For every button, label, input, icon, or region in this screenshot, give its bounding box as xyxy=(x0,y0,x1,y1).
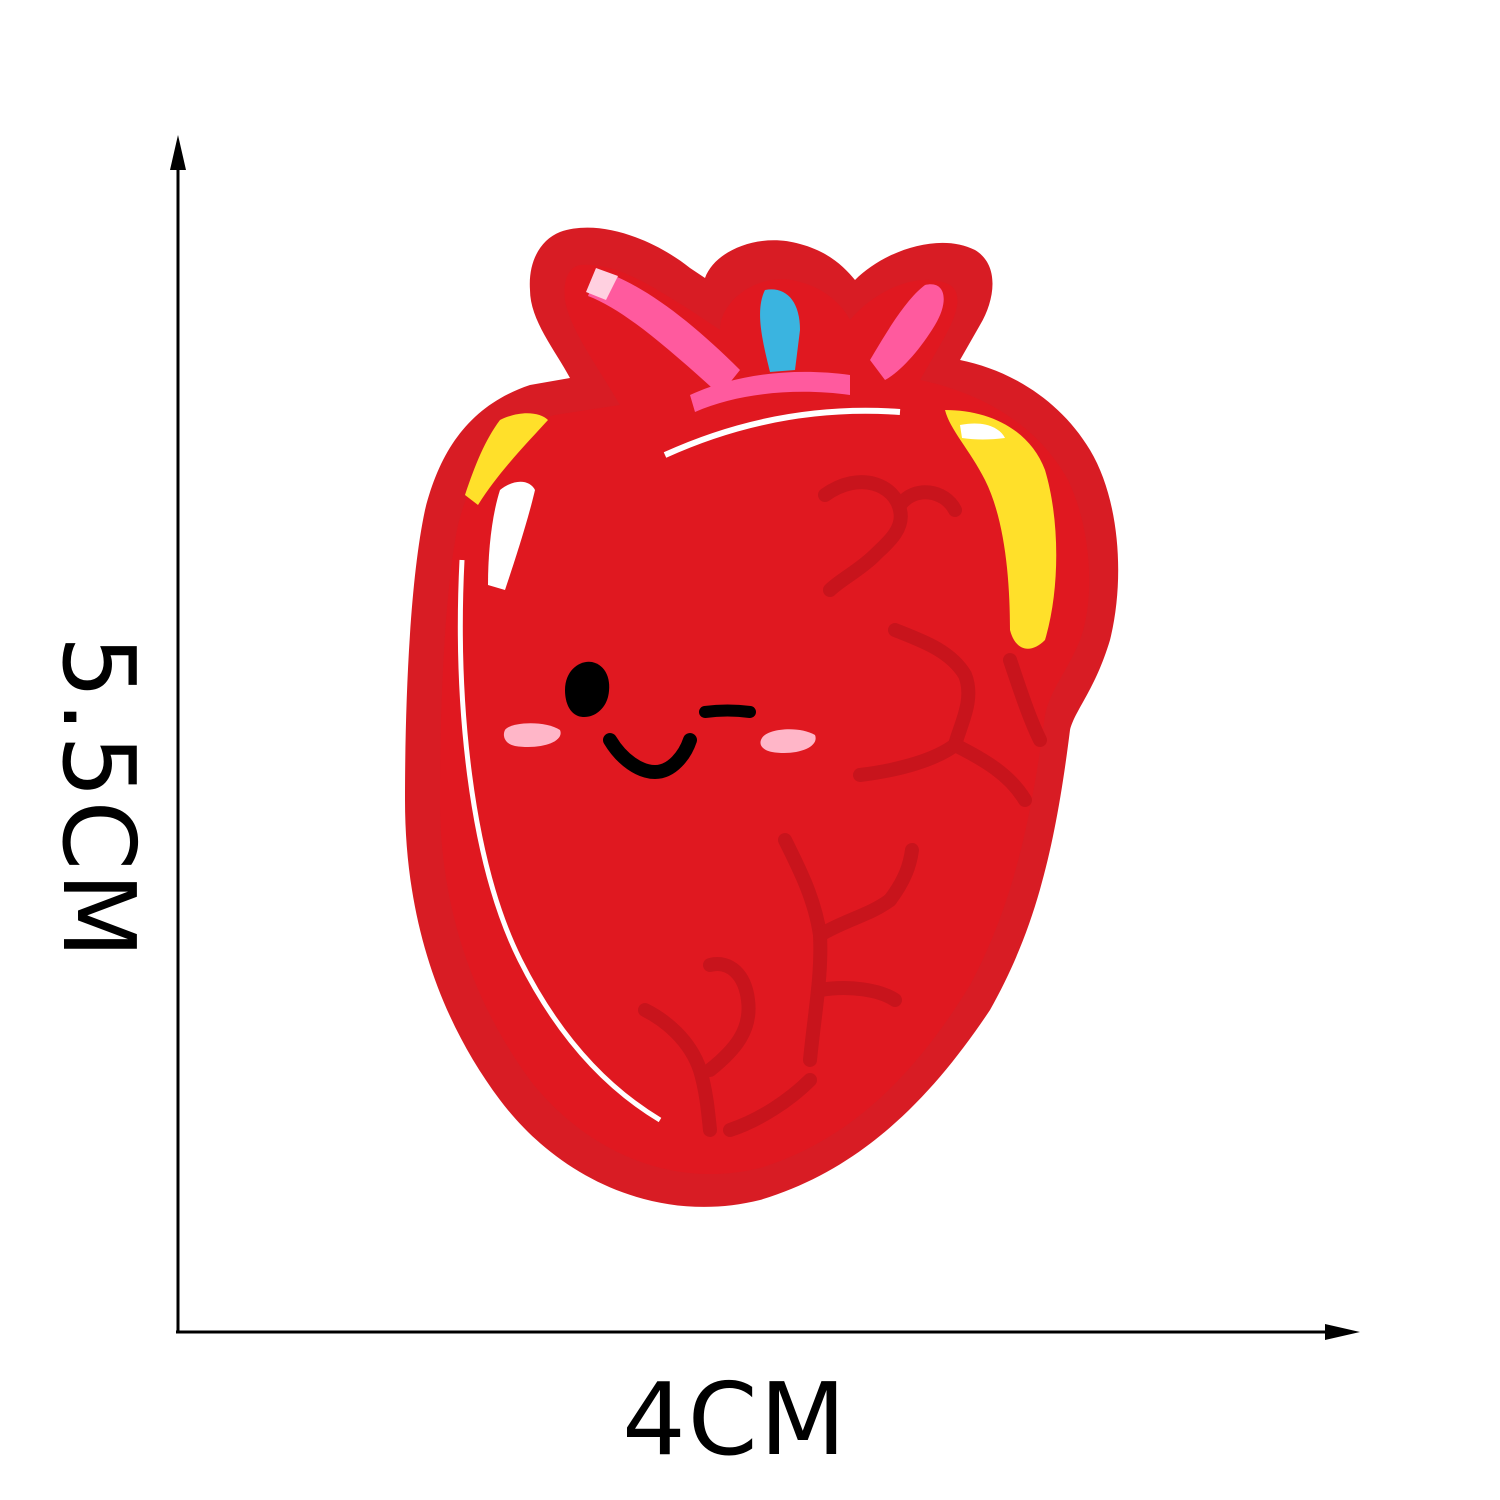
top-pink-band xyxy=(690,371,850,412)
right-blush xyxy=(760,729,816,754)
left-blush xyxy=(503,723,561,748)
up-arrow-icon xyxy=(170,135,186,170)
right-yellow-highlight xyxy=(945,410,1057,649)
vessel-line xyxy=(818,475,908,597)
dimension-axes xyxy=(176,160,1335,1334)
height-dimension-label: 5.5CM xyxy=(40,635,157,961)
vessel-line xyxy=(813,981,902,1007)
left-rim-highlight xyxy=(457,559,662,1123)
center-vessel-highlight xyxy=(760,289,800,372)
heart-patch xyxy=(405,227,1119,1207)
right-arrow-icon xyxy=(1325,1324,1360,1340)
vessel-line xyxy=(893,485,962,517)
top-rim-highlight xyxy=(663,407,901,458)
vessel-line xyxy=(853,738,962,782)
right-white-highlight xyxy=(960,423,1005,440)
vessel-line xyxy=(948,738,1032,807)
vessel-line xyxy=(703,957,756,1077)
open-eye-icon xyxy=(565,661,610,718)
vessel-lines xyxy=(638,475,1047,1137)
face xyxy=(503,661,816,780)
left-yellow-highlight xyxy=(465,413,548,505)
right-vessel-highlight xyxy=(870,284,944,380)
vessel-line xyxy=(1003,653,1047,747)
left-vessel-highlight xyxy=(588,270,740,395)
left-white-highlight xyxy=(488,481,535,590)
vessel-line xyxy=(638,1003,717,1137)
winking-eye-icon xyxy=(699,704,756,718)
vessel-line xyxy=(888,623,976,752)
vessel-line xyxy=(883,843,919,907)
vessel-line xyxy=(723,1073,817,1137)
width-dimension-label: 4CM xyxy=(622,1361,848,1478)
smile-icon xyxy=(603,733,697,780)
left-vessel-tip xyxy=(586,268,618,300)
